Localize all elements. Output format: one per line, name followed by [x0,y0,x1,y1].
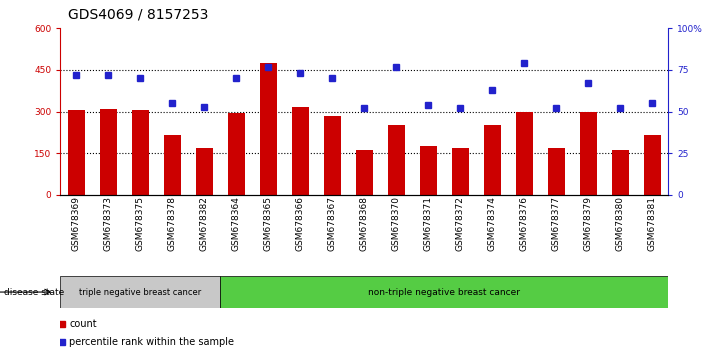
Bar [515,112,533,195]
Bar [100,109,117,195]
Bar [324,116,341,195]
Bar [643,135,661,195]
Bar [220,276,668,308]
Bar [68,110,85,195]
Bar [60,276,220,308]
Bar [292,107,309,195]
Bar [164,135,181,195]
Text: triple negative breast cancer: triple negative breast cancer [80,287,201,297]
Text: disease state: disease state [4,287,64,297]
Bar [579,112,597,195]
Bar [483,125,501,195]
Bar [228,113,245,195]
Bar [132,110,149,195]
Bar [611,150,629,195]
Bar [387,125,405,195]
Bar [356,150,373,195]
Text: count: count [70,319,97,329]
Bar [547,148,565,195]
Bar [260,63,277,195]
Bar [196,148,213,195]
Bar [451,148,469,195]
Text: GDS4069 / 8157253: GDS4069 / 8157253 [68,7,208,21]
Text: non-triple negative breast cancer: non-triple negative breast cancer [368,287,520,297]
Bar [419,146,437,195]
Text: percentile rank within the sample: percentile rank within the sample [70,337,235,348]
